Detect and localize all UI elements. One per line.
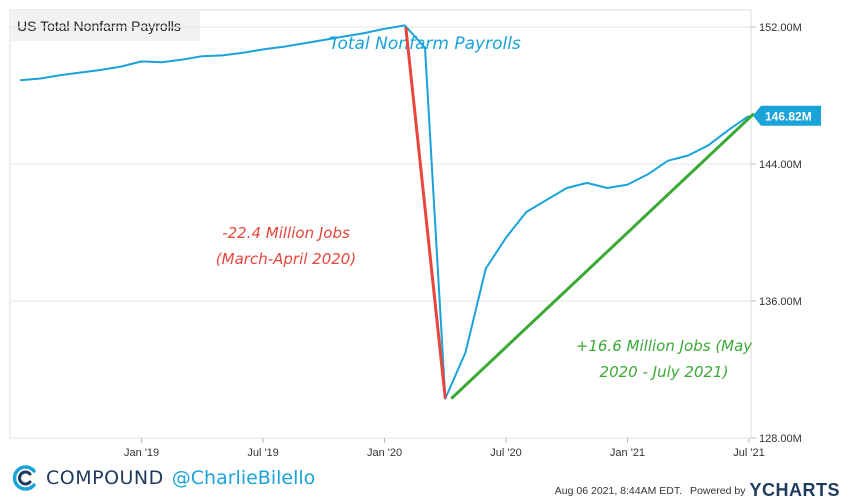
y-tick-label: 152.00M — [759, 22, 802, 34]
footer-credit: Aug 06 2021, 8:44AM EDT. Powered by YCHA… — [555, 480, 840, 501]
annotation-drop-line — [404, 26, 447, 399]
series-line — [20, 24, 750, 400]
x-axis: Jan '19 Jul '19 Jan '20 Jul '20 Jan '21 Jul '… — [124, 438, 765, 459]
annotation-recovery-line — [450, 112, 756, 400]
footer-brand: COMPOUND @CharlieBilello — [10, 462, 315, 494]
compound-logo-icon — [12, 465, 36, 491]
x-tick-label: Jul '21 — [733, 447, 764, 459]
y-tick-label: 136.00M — [759, 296, 802, 308]
annotations-group: -22.4 Million Jobs (March-April 2020) +16.… — [216, 26, 756, 400]
y-tick-label: 128.00M — [759, 433, 802, 445]
series-group — [20, 24, 750, 400]
x-tick-label: Jul '20 — [490, 447, 521, 459]
x-tick-label: Jan '19 — [124, 447, 159, 459]
annotation-label: +16.6 Million Jobs (May — [576, 337, 753, 355]
annotation-label: (March-April 2020) — [216, 250, 356, 268]
last-value-label: 146.82M — [765, 109, 812, 123]
annotation-label: -22.4 Million Jobs — [222, 224, 350, 242]
y-tick-label: 144.00M — [759, 159, 802, 171]
brand-handle: @CharlieBilello — [171, 467, 316, 489]
x-tick-label: Jan '20 — [367, 447, 402, 459]
x-tick-label: Jan '21 — [610, 447, 645, 459]
title-box — [10, 11, 200, 41]
chart-title: US Total Nonfarm Payrolls — [17, 18, 181, 34]
last-value-badge — [753, 105, 821, 126]
last-value-marker: 146.82M — [753, 105, 821, 126]
x-tick-label: Jul '19 — [247, 447, 278, 459]
chart-subtitle: Total Nonfarm Payrolls — [329, 34, 521, 54]
annotation-label: 2020 - July 2021) — [600, 363, 729, 381]
ycharts-logo: YCHARTS — [749, 480, 840, 500]
footer-date: Aug 06 2021, 8:44AM EDT. — [554, 484, 683, 497]
footer-powered-by: Powered by — [690, 484, 746, 497]
y-axis: 128.00M 136.00M 144.00M 152.00M — [10, 22, 802, 445]
brand-name: COMPOUND — [46, 467, 164, 489]
